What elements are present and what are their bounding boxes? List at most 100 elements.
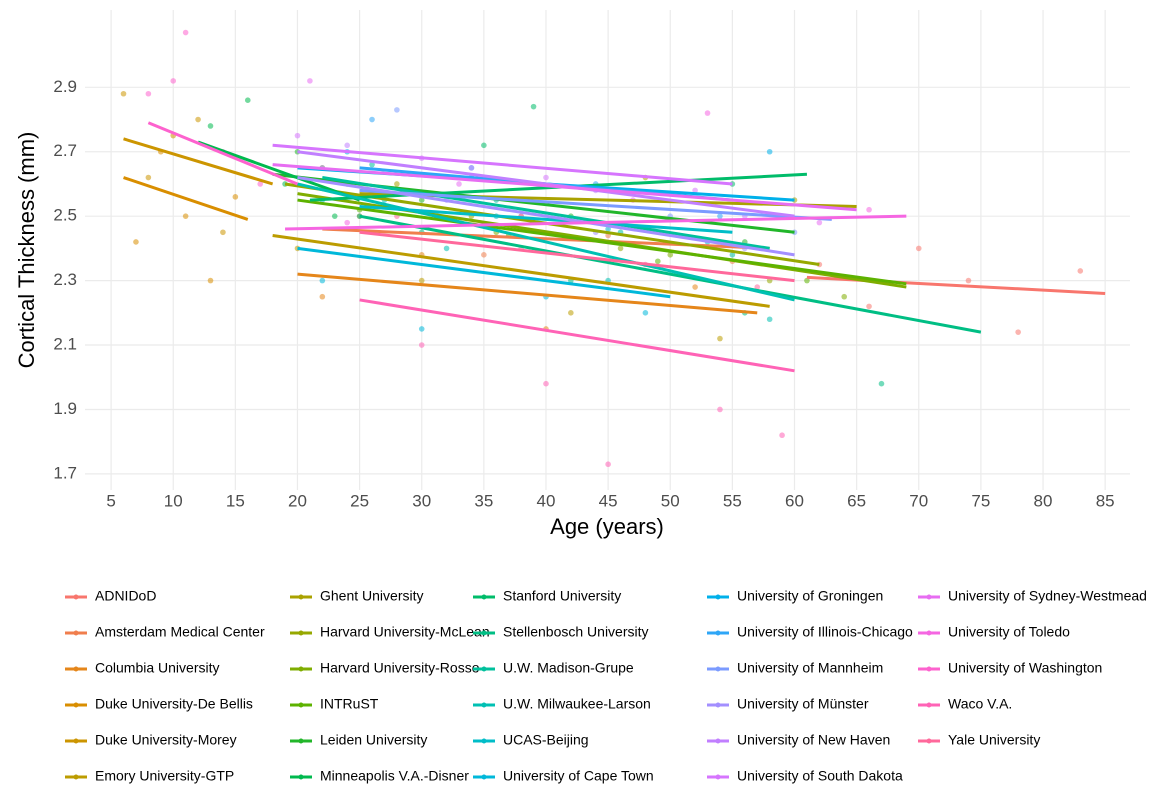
x-tick-label: 70 [909,491,928,510]
legend-item: University of Toledo [918,624,1070,640]
point [244,97,251,104]
point [667,252,674,258]
point [145,174,152,181]
point [717,213,723,219]
legend-label: Harvard University-McLean [320,624,490,640]
point [717,406,723,413]
legend-swatch-dot [73,702,79,708]
point [319,277,326,284]
legend-swatch-dot [715,630,721,636]
legend-item: Emory University-GTP [65,768,234,784]
legend-swatch-dot [481,738,487,744]
legend-item: Stellenbosch University [473,624,649,640]
y-tick-label: 1.7 [53,463,77,482]
fit-line [147,121,299,186]
legend-label: Duke University-De Bellis [95,696,253,712]
legend-swatch-dot [926,666,932,672]
legend-swatch-dot [73,666,79,672]
point [319,293,326,300]
point [704,110,711,116]
legend-item: UCAS-Beijing [473,732,589,748]
legend-label: University of Sydney-Westmead [948,588,1147,604]
x-tick-label: 80 [1034,491,1053,510]
fit-line [297,176,795,257]
y-tick-label: 2.3 [53,270,77,289]
fit-line [272,163,857,212]
legend-item: University of Cape Town [473,768,654,784]
legend-label: Emory University-GTP [95,768,234,784]
legend-item: Harvard University-McLean [290,624,490,640]
point [418,326,425,332]
point [207,277,214,284]
point [170,78,177,84]
point [394,107,400,113]
legend-item: University of Illinois-Chicago [707,624,913,640]
legend-item: Harvard University-Rosso [290,660,480,676]
point [294,132,301,139]
point [642,310,649,316]
legend-label: Waco V.A. [948,696,1012,712]
x-tick-label: 55 [723,491,742,510]
fit-line [297,198,907,286]
legend-item: Leiden University [290,732,427,748]
x-tick-label: 40 [537,491,556,510]
point [766,148,773,155]
x-tick-label: 30 [412,491,431,510]
point [605,226,611,232]
y-axis-label: Cortical Thickness (mm) [14,132,39,369]
legend-item: ADNIDoD [65,588,156,604]
point [530,103,537,110]
legend-swatch-dot [298,774,304,780]
point [145,90,152,97]
legend-swatch-dot [926,702,932,708]
fit-lines [123,121,1106,373]
legend-item: University of New Haven [707,732,890,748]
legend-item: Waco V.A. [918,696,1012,712]
point [915,245,922,252]
legend-swatch-dot [298,594,304,600]
point [878,380,885,387]
legend-label: Stanford University [503,588,621,604]
x-tick-label: 85 [1096,491,1115,510]
legend-item: Duke University-Morey [65,732,237,748]
point [692,284,698,290]
point [605,461,611,468]
legend-label: University of Cape Town [503,768,654,784]
legend-item: University of South Dakota [707,768,903,784]
legend-swatch-dot [715,738,721,744]
legend-swatch-dot [73,594,79,600]
legend-swatch-dot [298,738,304,744]
point [232,194,239,200]
fit-line [297,182,795,302]
legend-swatch-dot [298,630,304,636]
legend-label: U.W. Madison-Grupe [503,660,634,676]
legend-label: University of Groningen [737,588,883,604]
fit-line [285,214,907,231]
point [344,219,350,226]
legend-swatch-dot [73,630,79,636]
fit-line [272,234,770,308]
point [717,335,723,342]
legend-item: University of Mannheim [707,660,883,676]
legend-item: Amsterdam Medical Center [65,624,265,640]
legend-swatch-dot [73,774,79,780]
point [344,142,350,149]
x-tick-label: 75 [971,491,990,510]
y-tick-label: 2.1 [53,335,77,354]
legend-swatch-dot [715,594,721,600]
point [468,165,475,171]
legend-label: Duke University-Morey [95,732,237,748]
point [133,239,139,245]
legend-swatch-dot [481,774,487,780]
point [220,229,226,236]
point [754,284,761,290]
legend-item: INTRuST [290,696,379,712]
fit-line [297,272,758,315]
legend-swatch-dot [715,774,721,780]
x-tick-label: 10 [164,491,183,510]
y-tick-label: 2.5 [53,206,77,225]
point [418,277,425,284]
point [866,206,872,213]
point [779,432,785,439]
fit-line [297,246,671,299]
